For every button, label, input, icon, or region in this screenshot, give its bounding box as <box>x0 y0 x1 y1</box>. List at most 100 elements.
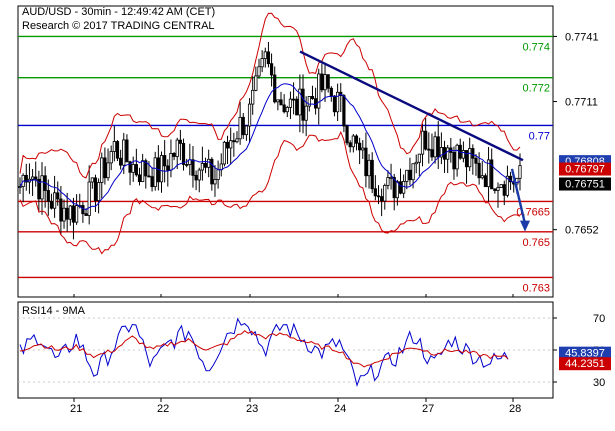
candle-body <box>483 175 488 188</box>
candle-body <box>392 176 396 199</box>
y-tick-label: 0.7652 <box>565 225 599 237</box>
level-label: 0.77 <box>529 130 550 142</box>
candle-body <box>505 175 510 196</box>
level-label: 0.763 <box>522 282 550 294</box>
candle-body <box>84 213 88 216</box>
rsi-box-label: 45.8397 <box>565 348 605 360</box>
candle-body <box>109 151 113 164</box>
candle-body <box>263 51 267 59</box>
candle-body <box>68 205 72 220</box>
candle-body <box>52 192 57 209</box>
candle-body <box>75 205 79 223</box>
price-box-red <box>559 162 611 176</box>
candle-body <box>59 198 63 222</box>
candle-body <box>87 181 91 216</box>
x-tick-label-27: 27 <box>422 403 434 415</box>
candle-body <box>301 88 305 121</box>
rsi-line <box>19 317 509 388</box>
price-box-label: 0.76751 <box>565 179 605 191</box>
candle-body <box>304 105 308 121</box>
candle-body <box>260 58 264 68</box>
rsi-ma-line <box>19 330 509 368</box>
candle-body <box>112 141 116 152</box>
candle-body <box>386 177 390 186</box>
candle-body <box>383 185 387 202</box>
candle-body <box>18 186 22 188</box>
candle-body <box>81 205 85 215</box>
candle-body <box>468 148 472 168</box>
rsi-box-label: 44.2351 <box>565 358 605 370</box>
candle-body <box>144 160 148 177</box>
level-label: 0.765 <box>522 237 550 249</box>
candle-body <box>131 164 135 173</box>
candle-body <box>380 196 384 202</box>
forecast-arrow-head <box>520 220 530 232</box>
candle-body <box>455 144 459 170</box>
candle-body <box>411 163 415 181</box>
candle-body <box>235 138 239 143</box>
candle-body <box>342 95 346 127</box>
candle-body <box>276 99 280 103</box>
candle-body <box>373 188 377 197</box>
candle-body <box>279 99 283 106</box>
x-tick-label-28: 28 <box>509 403 521 415</box>
candle-body <box>452 152 456 170</box>
candle-body <box>71 205 76 223</box>
candle-body <box>436 136 440 158</box>
candle-body <box>251 89 255 105</box>
y-tick-label: 0.7711 <box>565 97 598 109</box>
candle-body <box>169 153 173 171</box>
candle-body <box>241 116 245 136</box>
candle-body <box>200 163 204 171</box>
candle-body <box>480 175 484 179</box>
level-label: 0.774 <box>522 41 550 53</box>
candle-body <box>194 174 198 181</box>
price-box-label: 0.76797 <box>565 164 605 176</box>
x-tick-label-23: 23 <box>246 403 258 415</box>
x-tick-label-22: 22 <box>157 403 169 415</box>
candle-body <box>424 130 428 150</box>
candle-body <box>166 165 170 171</box>
candle-body <box>499 184 503 188</box>
candle-body <box>134 164 138 176</box>
candle-body <box>106 162 110 179</box>
candle-body <box>285 107 289 113</box>
candle-body <box>361 147 365 151</box>
moving-average-line <box>19 83 521 211</box>
candle-body <box>464 150 469 168</box>
candle-body <box>295 98 299 116</box>
candle-body <box>90 177 94 183</box>
candle-body <box>474 157 478 164</box>
candle-body <box>351 135 355 148</box>
candle-body <box>398 181 403 194</box>
candle-body <box>490 159 494 190</box>
forecast-arrow <box>510 168 527 224</box>
candle-body <box>320 73 324 91</box>
candle-body <box>216 169 220 180</box>
chart-title: AUD/USD - 30min - 12:49:42 AM (CET) <box>22 6 216 18</box>
candle-body <box>163 155 167 167</box>
candle-body <box>420 130 425 155</box>
candle-body <box>141 160 145 182</box>
candle-body <box>122 139 126 166</box>
level-label: 0.7665 <box>516 206 550 218</box>
candle-body <box>100 157 104 183</box>
candle-body <box>244 125 249 136</box>
candle-body <box>207 158 211 168</box>
candle-body <box>172 153 176 157</box>
rsi-panel-title: RSI14 - 9MA <box>22 305 85 317</box>
candle-body <box>203 163 208 168</box>
candle-body <box>119 157 123 166</box>
candle-body <box>238 116 242 140</box>
candle-body <box>225 141 230 149</box>
candle-body <box>222 141 227 165</box>
candle-body <box>266 51 271 65</box>
bollinger-lower-line <box>19 130 521 255</box>
price-panel-frame <box>17 5 554 298</box>
candle-body <box>298 88 302 116</box>
candle-body <box>348 142 352 148</box>
candle-body <box>291 98 296 101</box>
candle-body <box>46 190 50 202</box>
candle-body <box>153 157 157 188</box>
